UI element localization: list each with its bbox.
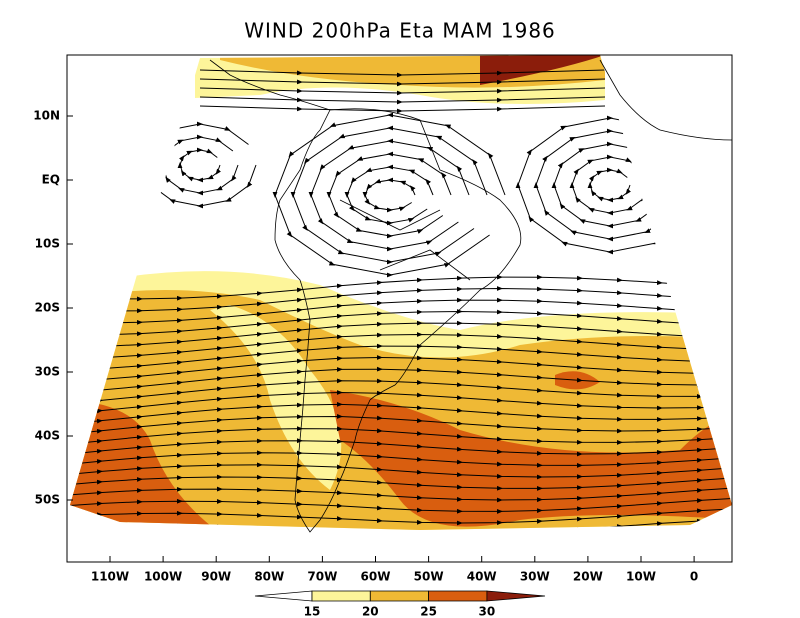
colorbar-label: 20 — [362, 605, 379, 618]
streamline — [199, 105, 606, 114]
lon-label: 90W — [201, 570, 231, 584]
streamline — [70, 474, 732, 491]
streamline — [70, 486, 732, 503]
lon-label: 80W — [254, 570, 284, 584]
lat-label: 40S — [35, 429, 60, 443]
colorbar: 15 20 25 30 — [254, 590, 546, 618]
colorbar-segment — [369, 590, 430, 602]
lat-label: EQ — [42, 173, 60, 187]
lon-label: 30W — [520, 570, 550, 584]
streamline — [199, 78, 606, 87]
lat-label: 20S — [35, 301, 60, 315]
streamline — [70, 529, 732, 530]
coastlines — [209, 59, 733, 533]
lon-label: 40W — [467, 570, 497, 584]
streamline — [199, 69, 606, 78]
colorbar-segment — [254, 590, 313, 602]
streamline — [60, 542, 740, 558]
colorbar-label: 25 — [420, 605, 437, 618]
streamline — [272, 112, 506, 278]
lon-label: 60W — [361, 570, 391, 584]
lon-label: 50W — [414, 570, 444, 584]
streamlines — [60, 69, 740, 558]
lon-label: 10W — [626, 570, 656, 584]
colorbar-label: 30 — [479, 605, 496, 618]
lon-label: 110W — [91, 570, 129, 584]
lat-label: 30S — [35, 365, 60, 379]
lat-label: 10S — [35, 237, 60, 251]
map-title: WIND 200hPa Eta MAM 1986 — [244, 19, 556, 43]
streamline — [199, 96, 606, 105]
colorbar-label: 15 — [304, 605, 321, 618]
colorbar-segment — [486, 590, 546, 602]
colorbar-segment — [428, 590, 488, 602]
lon-label: 20W — [573, 570, 603, 584]
lon-label: 100W — [144, 570, 182, 584]
colorbar-segment — [311, 590, 371, 602]
lon-label: 0 — [690, 570, 698, 584]
lat-label: 50S — [35, 493, 60, 507]
lon-label: 70W — [307, 570, 337, 584]
lat-label: 10N — [33, 109, 60, 123]
